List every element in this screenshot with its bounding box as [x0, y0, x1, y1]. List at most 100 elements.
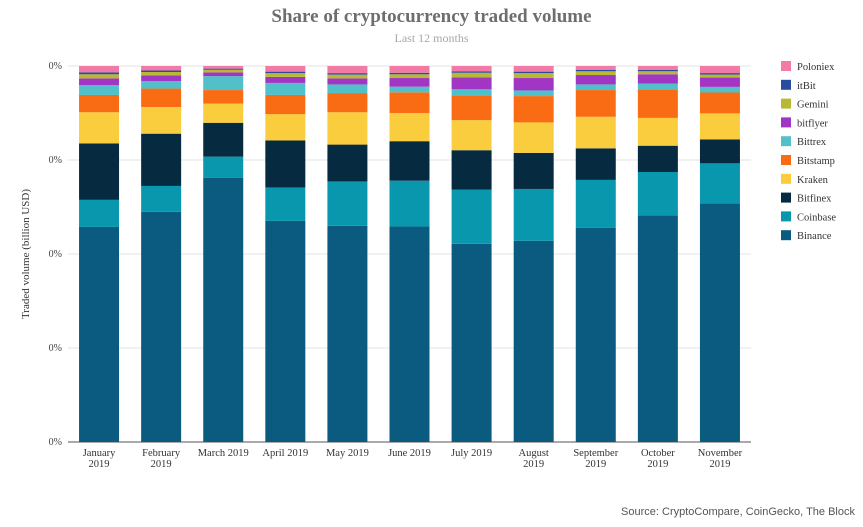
bar-segment-bitflyer [203, 72, 244, 77]
bar-segment-bitfinex [141, 133, 182, 186]
bar-segment-binance [203, 177, 244, 443]
bar-segment-itbit [79, 72, 120, 75]
legend-label: itBit [797, 81, 816, 92]
bar-segment-bitfinex [451, 150, 492, 190]
bar-segment-poloniex [451, 66, 492, 72]
bar-segment-bittrex [451, 89, 492, 96]
x-tick-label: 2019 [585, 459, 606, 470]
x-tick-label: 2019 [89, 459, 110, 470]
bar-segment-bitfinex [389, 141, 430, 181]
bar-segment-bitflyer [79, 78, 120, 86]
legend-swatch [781, 155, 791, 165]
legend-swatch [781, 173, 791, 184]
bar-segment-coinbase [637, 172, 678, 216]
bar-segment-poloniex [79, 66, 120, 73]
bar-segment-kraken [575, 116, 616, 149]
bar-segment-bittrex [389, 86, 430, 93]
bar-segment-bittrex [327, 84, 368, 94]
bar-segment-itbit [327, 73, 368, 75]
bar-segment-itbit [699, 73, 740, 75]
bar-segment-binance [451, 243, 492, 442]
bar-segment-gemini [265, 73, 306, 77]
bar-segment-bitstamp [203, 90, 244, 104]
y-axis-label: Traded volume (billion USD) [20, 188, 32, 320]
legend-swatch [781, 61, 791, 71]
x-tick-label: August [519, 448, 549, 459]
bar-segment-coinbase [513, 188, 554, 241]
x-tick-label: June 2019 [388, 448, 431, 459]
bar-segment-bitfinex [575, 148, 616, 180]
x-tick-label: 2019 [523, 459, 544, 470]
bar-segment-bitflyer [327, 78, 368, 85]
bar-segment-binance [265, 220, 306, 442]
bar-segment-bitstamp [141, 88, 182, 107]
source-note: Source: CryptoCompare, CoinGecko, The Bl… [621, 506, 855, 518]
bar-segment-bitstamp [637, 89, 678, 118]
bar-segment-bitstamp [327, 93, 368, 113]
chart-title: Share of cryptocurrency traded volume [271, 6, 592, 27]
bar-segment-coinbase [203, 156, 244, 178]
legend-label: Poloniex [797, 62, 835, 73]
bar-segment-gemini [513, 73, 554, 79]
bar-segment-gemini [451, 72, 492, 78]
bar-segment-itbit [203, 68, 244, 70]
y-tick-label: 0% [49, 437, 62, 448]
bar-segment-binance [141, 211, 182, 442]
bar-segment-bitfinex [637, 145, 678, 173]
bar-segment-itbit [389, 72, 430, 75]
bar-segment-gemini [389, 74, 430, 79]
bar-segment-coinbase [265, 187, 306, 221]
x-tick-label: 2019 [709, 459, 730, 470]
bar-segment-gemini [141, 72, 182, 76]
bar-segment-gemini [327, 74, 368, 79]
bar-segment-gemini [575, 71, 616, 76]
legend-swatch [781, 192, 791, 203]
bar-segment-binance [513, 240, 554, 442]
bar-segment-itbit [637, 69, 678, 72]
x-tick-label: April 2019 [262, 448, 308, 459]
y-tick-label: 0% [49, 249, 62, 260]
bar-segment-bitflyer [141, 75, 182, 82]
x-tick-label: May 2019 [326, 448, 369, 459]
bar-segment-bitstamp [513, 96, 554, 123]
legend-label: Binance [797, 231, 832, 242]
bar-segment-bitfinex [265, 140, 306, 188]
bar-segment-poloniex [265, 66, 306, 72]
bar-segment-bittrex [141, 81, 182, 89]
legend-label: Bitfinex [797, 194, 832, 205]
y-tick-label: 0% [49, 155, 62, 166]
bar-segment-itbit [141, 70, 182, 73]
legend-swatch [781, 79, 791, 90]
bar-segment-kraken [327, 112, 368, 145]
bar-segment-binance [389, 226, 430, 442]
bar-segment-poloniex [327, 66, 368, 74]
legend-label: Coinbase [797, 212, 836, 223]
bar-segment-bitflyer [699, 77, 740, 87]
x-tick-label: February [142, 448, 181, 459]
bar-segment-bitfinex [79, 143, 120, 200]
bar-segment-poloniex [203, 66, 244, 69]
bar-segment-bitfinex [203, 122, 244, 157]
bar-segment-kraken [389, 113, 430, 142]
bar-segment-bitflyer [389, 78, 430, 87]
bar-segment-gemini [637, 71, 678, 75]
bar-segment-bitflyer [575, 75, 616, 85]
bar-segment-coinbase [451, 189, 492, 244]
x-tick-label: November [698, 448, 743, 459]
legend-swatch [781, 230, 791, 241]
legend-label: bitflyer [797, 118, 828, 129]
bar-segment-bittrex [637, 83, 678, 90]
bar-segment-kraken [79, 112, 120, 144]
bars [79, 66, 740, 443]
y-tick-label: 0% [49, 61, 62, 72]
bar-segment-bittrex [513, 90, 554, 97]
bar-segment-kraken [513, 122, 554, 153]
bar-segment-kraken [141, 106, 182, 134]
bar-segment-itbit [575, 69, 616, 72]
bar-segment-bitfinex [327, 144, 368, 182]
legend: Poloniex itBit Gemini bitflyer Bittrex Bitsta… [781, 61, 836, 242]
bar-segment-bitstamp [265, 94, 306, 115]
x-tick-label: January [83, 448, 116, 459]
bar-segment-bitstamp [451, 95, 492, 121]
